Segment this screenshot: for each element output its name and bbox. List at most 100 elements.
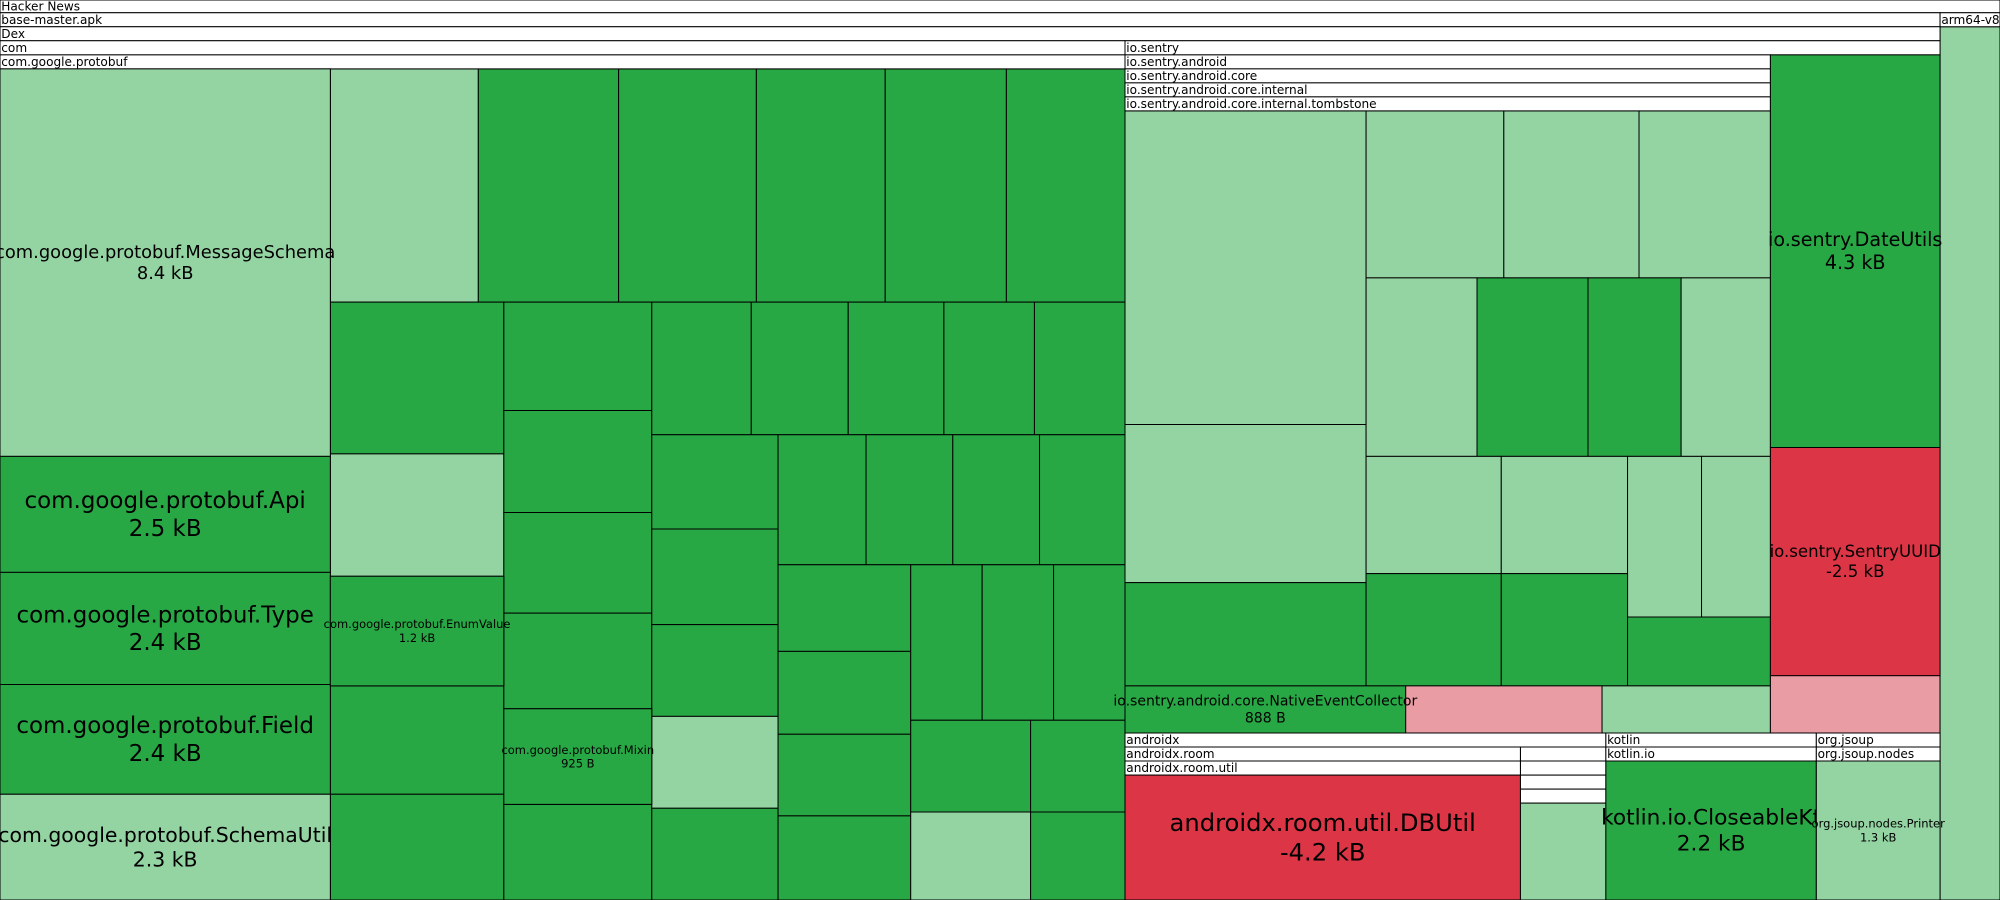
group-label: androidx.room (1126, 747, 1214, 761)
tile (756, 69, 885, 302)
group-label: kotlin.io (1607, 747, 1655, 761)
node-tile (1770, 447, 1940, 675)
tile (982, 565, 1053, 721)
tile (866, 435, 953, 565)
tile (1406, 686, 1602, 733)
tile (652, 302, 751, 435)
node-label: org.jsoup.nodes.Printer (1812, 817, 1946, 831)
group-header (1940, 13, 2000, 27)
tile (330, 794, 503, 900)
tile (1681, 278, 1770, 456)
tile (1006, 69, 1125, 302)
tile (330, 302, 503, 454)
group-header (0, 0, 2000, 13)
tile (619, 69, 757, 302)
tile (944, 302, 1035, 435)
tile (1520, 803, 1605, 900)
tile (652, 716, 778, 808)
tile (504, 613, 652, 709)
tile (1031, 720, 1125, 812)
tile (911, 565, 982, 721)
tile (1520, 775, 1605, 789)
node-tile (0, 685, 330, 795)
tile (1940, 27, 2000, 900)
tile (1366, 574, 1501, 686)
tile (478, 69, 618, 302)
tile (1628, 617, 1771, 686)
node-size: 8.4 kB (137, 263, 194, 284)
group-header (1125, 733, 1606, 747)
node-label: kotlin.io.CloseableKt (1601, 806, 1821, 831)
group-label: Hacker News (1, 0, 80, 14)
node-size: 888 B (1245, 711, 1286, 727)
node-label: com.google.protobuf.Api (25, 488, 306, 514)
tile (1125, 583, 1366, 686)
tile (1125, 111, 1366, 425)
tile (911, 812, 1031, 900)
tile (1034, 302, 1125, 435)
group-header (0, 27, 1940, 41)
tile (1520, 747, 1605, 761)
tile (778, 651, 911, 734)
node-label: com.google.protobuf.Type (16, 602, 313, 628)
tile (1501, 456, 1627, 573)
node-tile (1606, 761, 1816, 900)
group-label: io.sentry.android.core.internal (1126, 83, 1307, 97)
tile (778, 565, 911, 652)
group-label: com (1, 41, 27, 55)
node-tile (1816, 761, 1940, 900)
tile (504, 512, 652, 613)
tile (1702, 456, 1771, 617)
node-size: 4.3 kB (1825, 251, 1886, 274)
tile (1602, 686, 1770, 733)
node-label: io.sentry.SentryUUID (1770, 542, 1941, 561)
group-label: com.google.protobuf (1, 55, 128, 69)
tile (652, 625, 778, 717)
node-tile (0, 456, 330, 572)
node-label: io.sentry.DateUtils (1768, 228, 1942, 251)
tile (1588, 278, 1681, 456)
group-label: io.sentry.android.core (1126, 69, 1257, 83)
tile (1366, 456, 1501, 573)
tile (778, 734, 911, 816)
group-label: base-master.apk (1, 13, 102, 27)
group-header (0, 13, 1940, 27)
node-tile (1125, 686, 1406, 733)
tile (652, 808, 778, 900)
node-tile (504, 709, 652, 805)
group-label: arm64-v8a (1941, 13, 2000, 27)
tile (1770, 676, 1940, 733)
tile (1366, 111, 1504, 278)
group-label: org.jsoup.nodes (1818, 747, 1915, 761)
tile (1040, 435, 1125, 565)
tile (1031, 812, 1125, 900)
node-label: androidx.room.util.DBUtil (1170, 809, 1476, 837)
tile (504, 410, 652, 512)
group-label: androidx (1126, 733, 1179, 747)
node-tile (0, 794, 330, 900)
node-size: -2.5 kB (1826, 562, 1885, 581)
tile (330, 454, 503, 576)
tile (330, 686, 503, 794)
node-label: com.google.protobuf.Field (16, 713, 314, 739)
tile (1054, 565, 1125, 721)
node-tile (1770, 55, 1940, 448)
tile (911, 720, 1031, 812)
tile (1520, 789, 1605, 803)
tile (778, 816, 911, 900)
node-size: 1.2 kB (399, 631, 436, 645)
group-label: androidx.room.util (1126, 761, 1237, 775)
group-label: io.sentry.android (1126, 55, 1227, 69)
tile (778, 435, 866, 565)
group-label: io.sentry.android.core.internal.tombston… (1126, 97, 1376, 111)
node-size: 2.4 kB (129, 630, 202, 656)
tile (652, 435, 778, 529)
tile (1477, 278, 1588, 456)
node-tile (0, 572, 330, 684)
group-label: kotlin (1607, 733, 1640, 747)
group-header (0, 41, 1125, 55)
node-tile (330, 576, 503, 686)
group-label: io.sentry (1126, 41, 1179, 55)
